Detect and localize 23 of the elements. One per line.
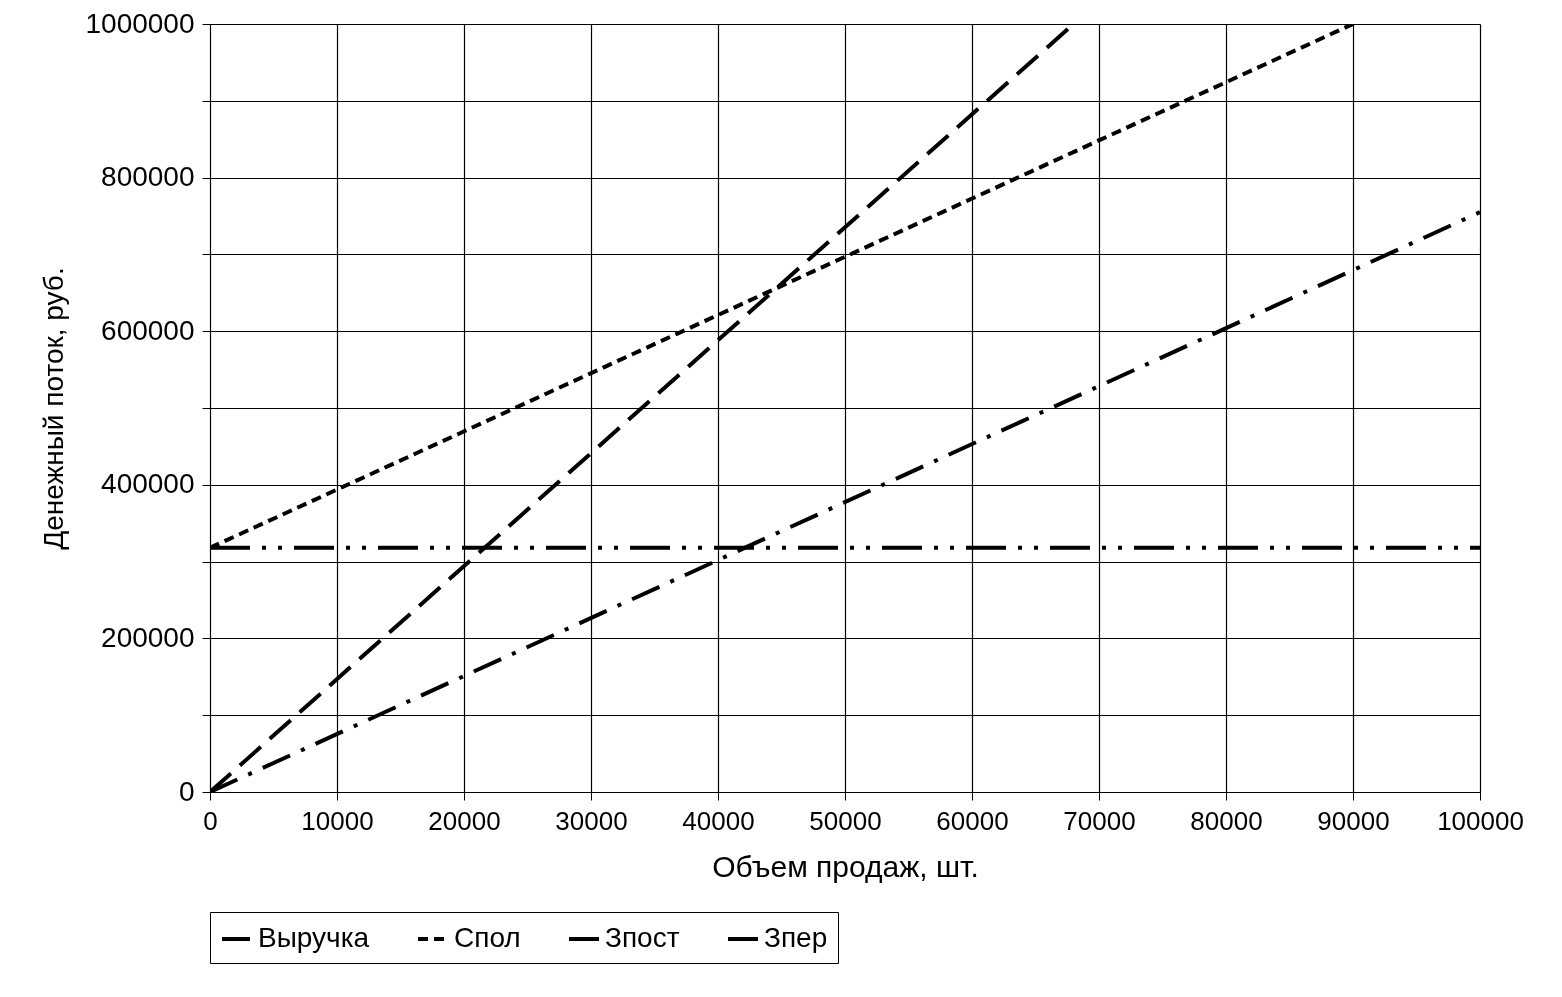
x-axis-title: Объем продаж, шт. bbox=[712, 849, 979, 883]
x-tick-label: 0 bbox=[203, 805, 218, 836]
x-tick-label: 10000 bbox=[301, 805, 374, 836]
y-tick-label: 400000 bbox=[101, 468, 195, 500]
x-tick-label: 20000 bbox=[428, 805, 501, 836]
y-tick-label: 800000 bbox=[101, 161, 195, 193]
x-tick-label: 30000 bbox=[555, 805, 628, 836]
legend-label: Спол bbox=[454, 922, 521, 953]
y-tick-label: 0 bbox=[178, 775, 195, 807]
y-axis-title: Денежный поток, руб. bbox=[38, 267, 70, 550]
legend-label: Зпер bbox=[764, 922, 828, 953]
x-tick-label: 80000 bbox=[1190, 805, 1263, 836]
x-tick-label: 40000 bbox=[682, 805, 755, 836]
x-tick-label: 60000 bbox=[936, 805, 1009, 836]
x-tick-label: 100000 bbox=[1437, 805, 1524, 836]
x-tick-label: 70000 bbox=[1063, 805, 1136, 836]
x-tick-label: 90000 bbox=[1317, 805, 1390, 836]
legend-label: Выручка bbox=[258, 922, 370, 953]
x-tick-label: 50000 bbox=[809, 805, 882, 836]
y-tick-label: 1000000 bbox=[85, 7, 195, 39]
legend-label: Зпост bbox=[605, 922, 680, 953]
y-tick-label: 200000 bbox=[101, 621, 195, 653]
y-tick-label: 600000 bbox=[101, 314, 195, 346]
